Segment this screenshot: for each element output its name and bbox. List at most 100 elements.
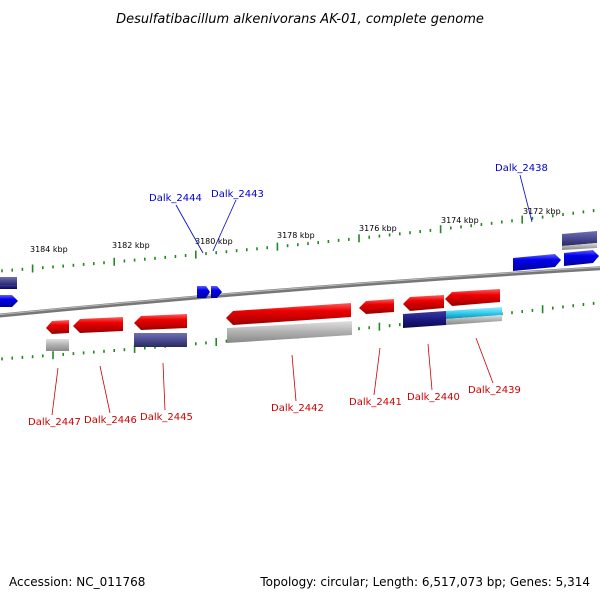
reverse-track-minor-tick (31, 355, 34, 359)
gene-label-dalk-2438[interactable]: Dalk_2438 (495, 163, 548, 174)
forward-track-minor-tick (592, 209, 595, 213)
reverse-track-minor-tick (82, 351, 85, 355)
leader-dalk-2447 (51, 367, 59, 416)
gene-block-dalk-2438-purple[interactable] (562, 231, 597, 246)
reverse-track-minor-tick (592, 301, 595, 305)
forward-tick-marks (1, 209, 595, 273)
reverse-track-minor-tick (144, 346, 146, 350)
forward-track-major-tick (113, 257, 115, 266)
forward-track-minor-tick (11, 268, 13, 272)
gene-arrow-dalk-2438a[interactable] (513, 254, 561, 271)
gene-label-dalk-2446[interactable]: Dalk_2446 (84, 415, 137, 426)
gene-arrow-dalk-2441[interactable] (359, 299, 394, 314)
map-title: Desulfatibacillum alkenivorans AK-01, co… (116, 12, 484, 27)
gene-arrow-dalk-2443[interactable] (211, 286, 222, 298)
forward-track-minor-tick (246, 248, 248, 252)
gene-block-left-purple[interactable] (0, 277, 17, 285)
reverse-track-minor-tick (42, 354, 44, 358)
forward-track-minor-tick (21, 267, 24, 271)
gene-label-dalk-2441[interactable]: Dalk_2441 (349, 397, 402, 408)
gene-block-dalk-2440-navy[interactable] (403, 311, 446, 328)
forward-track-minor-tick (409, 231, 411, 235)
reverse-track-minor-tick (531, 308, 534, 312)
forward-track-minor-tick (337, 238, 340, 242)
reverse-track-minor-tick (62, 352, 64, 356)
forward-track-minor-tick (460, 225, 462, 229)
forward-track-minor-tick (235, 249, 238, 253)
accession-text: Accession: NC_011768 (9, 575, 145, 589)
gene-arrow-dalk-2438b[interactable] (564, 250, 599, 266)
forward-track-minor-tick (164, 255, 166, 259)
gene-arrow-dalk-2446[interactable] (73, 317, 123, 333)
forward-genes (0, 231, 599, 307)
forward-track-major-tick (358, 234, 360, 243)
forward-track-major-tick (276, 242, 279, 251)
forward-track-minor-tick (93, 262, 95, 266)
forward-track-minor-tick (62, 264, 64, 268)
gene-block-dalk-2445-purple[interactable] (134, 333, 187, 347)
genome-backbone-highlight (0, 266, 600, 316)
forward-track-minor-tick (348, 237, 350, 241)
gene-label-dalk-2447[interactable]: Dalk_2447 (28, 417, 81, 428)
forward-track-minor-tick (286, 244, 289, 248)
forward-track-minor-tick (82, 262, 85, 266)
forward-track-minor-tick (562, 213, 564, 216)
forward-track-minor-tick (133, 258, 136, 262)
kbp-label-3176: 3176 kbp (359, 224, 397, 233)
reverse-track-minor-tick (113, 349, 115, 352)
reverse-track-minor-tick (11, 356, 13, 360)
forward-track-minor-tick (388, 233, 391, 237)
gene-label-dalk-2442[interactable]: Dalk_2442 (271, 403, 324, 414)
gene-block-dalk-2442-grey[interactable] (227, 321, 352, 343)
gene-arrow-dalk-2440[interactable] (403, 295, 444, 311)
gene-arrow-dalk-2439[interactable] (445, 289, 500, 306)
gene-block-dalk-2438-grey[interactable] (562, 243, 597, 250)
gene-block-left-navy[interactable] (0, 285, 17, 289)
gene-label-dalk-2440[interactable]: Dalk_2440 (407, 392, 460, 403)
reverse-track-minor-tick (195, 342, 197, 346)
forward-track-major-tick (521, 215, 523, 224)
gene-arrow-left-blue[interactable] (0, 295, 18, 307)
gene-arrow-dalk-2444[interactable] (197, 286, 210, 298)
reverse-track-minor-tick (552, 306, 554, 310)
gene-label-dalk-2445[interactable]: Dalk_2445 (140, 412, 193, 423)
reverse-track-major-tick (541, 305, 544, 314)
gene-label-dalk-2439[interactable]: Dalk_2439 (468, 385, 521, 396)
gene-block-dalk-2439-grey[interactable] (446, 315, 502, 325)
forward-track-minor-tick (42, 266, 44, 270)
reverse-track-major-tick (378, 322, 381, 331)
reverse-track-minor-tick (368, 326, 370, 330)
reverse-track-minor-tick (225, 339, 228, 343)
genome-backbone (0, 266, 600, 318)
reverse-track-minor-tick (103, 349, 105, 353)
forward-track-minor-tick (582, 210, 585, 214)
forward-track-minor-tick (205, 252, 207, 256)
forward-track-minor-tick (154, 256, 156, 260)
forward-track-minor-tick (317, 241, 319, 245)
kbp-label-3180: 3180 kbp (195, 237, 233, 246)
reverse-genes (46, 289, 502, 351)
leader-dalk-2441 (373, 347, 381, 396)
forward-track-major-tick (195, 250, 197, 259)
gene-arrow-dalk-2445[interactable] (134, 314, 187, 330)
reverse-track-minor-tick (72, 352, 75, 356)
forward-track-minor-tick (103, 261, 105, 265)
leader-dalk-2439 (475, 337, 494, 384)
gene-block-dalk-2447-grey[interactable] (46, 339, 69, 351)
leader-dalk-2445 (162, 362, 166, 411)
kbp-label-3178: 3178 kbp (277, 231, 315, 240)
reverse-track-minor-tick (572, 304, 574, 308)
leader-dalk-2442 (291, 354, 297, 402)
reverse-track-minor-tick (521, 310, 523, 313)
reverse-track-minor-tick (1, 357, 3, 361)
reverse-track-minor-tick (582, 303, 585, 306)
forward-track-minor-tick (429, 228, 432, 232)
kbp-label-3174: 3174 kbp (441, 216, 479, 225)
gene-arrow-dalk-2442[interactable] (226, 303, 351, 325)
gene-label-dalk-2444[interactable]: Dalk_2444 (149, 193, 202, 204)
gene-arrow-dalk-2447[interactable] (46, 320, 69, 334)
forward-track-minor-tick (215, 251, 217, 255)
forward-track-minor-tick (52, 265, 54, 269)
gene-label-dalk-2443[interactable]: Dalk_2443 (211, 189, 264, 200)
leader-dalk-2444 (175, 204, 204, 254)
